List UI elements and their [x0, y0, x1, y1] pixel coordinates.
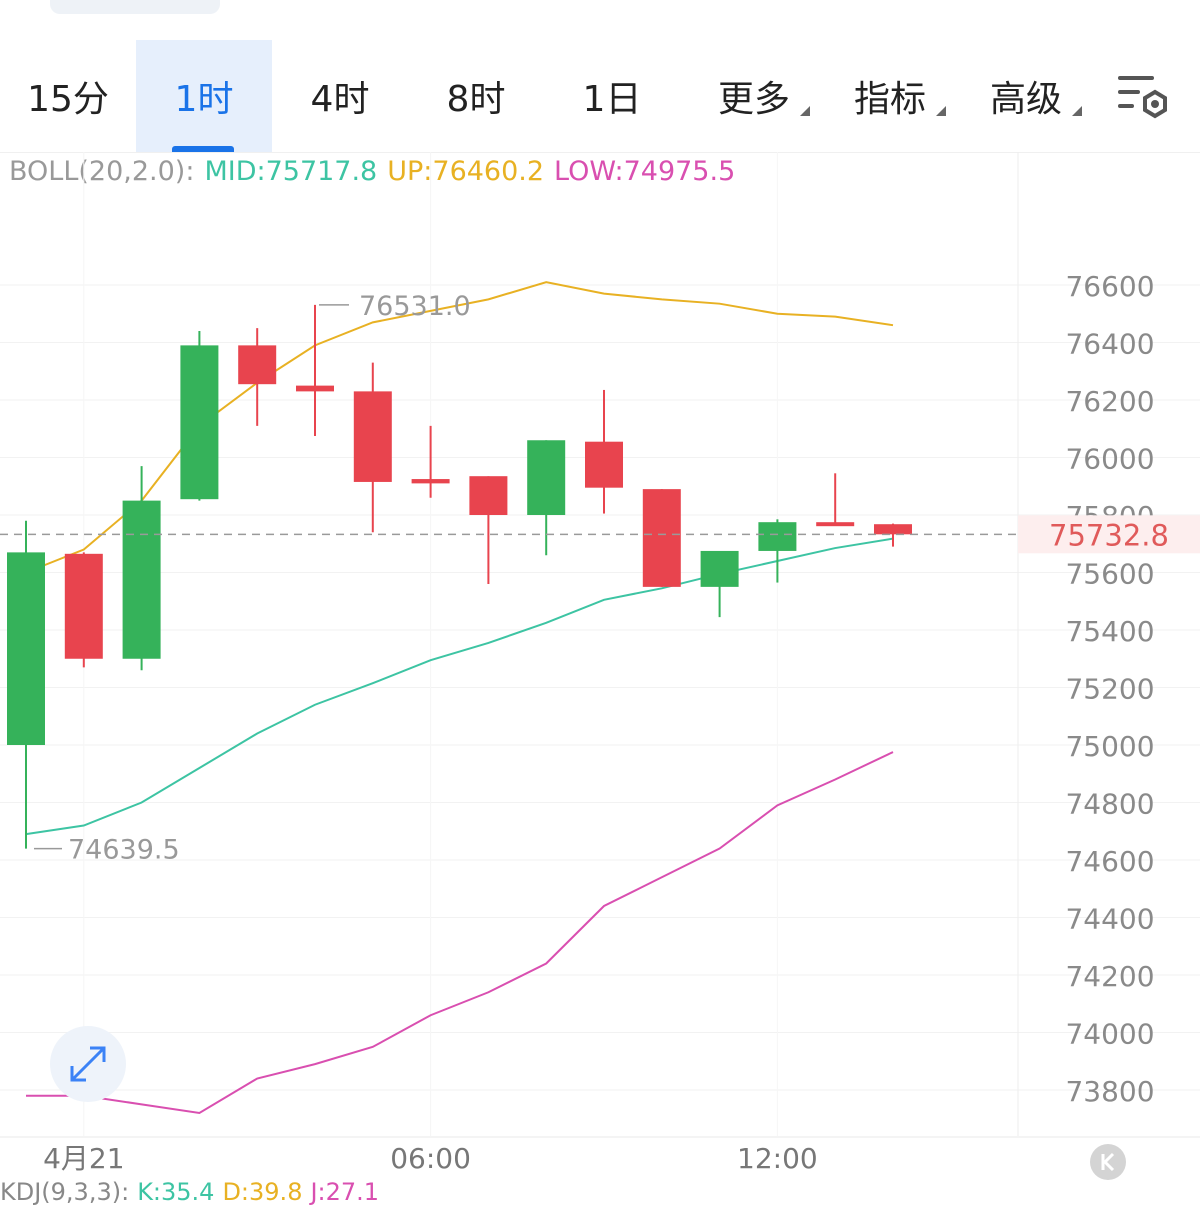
- active-tab-indicator: [172, 146, 234, 152]
- tab-1h[interactable]: 1时: [136, 40, 272, 152]
- y-tick-label: 74000: [1065, 1018, 1154, 1051]
- top-header-remnant: [0, 0, 1200, 22]
- tab-indicators[interactable]: 指标: [836, 40, 946, 152]
- kdj-d: D:39.8: [222, 1178, 303, 1206]
- y-tick-label: 74800: [1065, 788, 1154, 821]
- x-tick-label: 12:00: [737, 1142, 818, 1175]
- candle-body: [700, 550, 739, 587]
- tab-label: 指标: [853, 79, 926, 120]
- y-tick-label: 74600: [1065, 845, 1154, 878]
- candle-body: [238, 345, 277, 385]
- boll-up-line: [25, 281, 894, 574]
- kdj-label: KDJ(9,3,3):: [0, 1178, 130, 1206]
- kline-scroll-button[interactable]: [1090, 1144, 1126, 1180]
- dropdown-caret-icon: [800, 106, 810, 116]
- tab-advanced[interactable]: 高级: [972, 40, 1082, 152]
- tab-1d[interactable]: 1日: [544, 40, 680, 152]
- tab-4h[interactable]: 4时: [272, 40, 408, 152]
- y-tick-label: 76200: [1065, 385, 1154, 418]
- candle-body: [642, 489, 681, 587]
- candle-body: [469, 476, 508, 515]
- k-icon: [1101, 1152, 1115, 1172]
- candle-body: [64, 553, 103, 659]
- top-pill: [50, 0, 220, 14]
- candle-body: [527, 440, 566, 515]
- min-price-label: 74639.5: [68, 835, 180, 866]
- kdj-k: K:35.4: [137, 1178, 215, 1206]
- y-tick-label: 74200: [1065, 960, 1154, 993]
- boll-label: BOLL(20,2.0):: [9, 156, 195, 187]
- boll-mid: MID:75717.8: [204, 156, 378, 187]
- y-tick-label: 75000: [1065, 730, 1154, 763]
- y-tick-label: 76600: [1065, 270, 1154, 303]
- boll-mid-line: [25, 537, 894, 836]
- tab-15min[interactable]: 15分: [0, 40, 136, 152]
- tab-more[interactable]: 更多: [700, 40, 810, 152]
- dropdown-caret-icon: [1072, 106, 1082, 116]
- boll-up: UP:76460.2: [387, 156, 545, 187]
- candle-body: [122, 500, 161, 659]
- tab-label: 15分: [27, 79, 109, 120]
- x-tick-label: 06:00: [390, 1142, 471, 1175]
- candle-body: [296, 385, 334, 392]
- candle-body: [816, 522, 855, 527]
- y-tick-label: 73800: [1065, 1075, 1154, 1108]
- candle-body: [7, 552, 45, 745]
- chart-settings-icon[interactable]: [1112, 72, 1174, 122]
- y-tick-label: 75200: [1065, 673, 1154, 706]
- expand-icon: [70, 1046, 106, 1082]
- candle-body: [411, 479, 450, 484]
- tab-label: 高级: [989, 79, 1062, 120]
- dropdown-caret-icon: [936, 106, 946, 116]
- tab-label: 4时: [310, 79, 370, 120]
- max-price-label: 76531.0: [359, 291, 471, 322]
- tab-label: 更多: [717, 79, 790, 120]
- y-tick-label: 74400: [1065, 903, 1154, 936]
- last-price-label: 75732.8: [1049, 518, 1169, 552]
- candle-body: [585, 441, 623, 488]
- candle-body: [353, 391, 392, 482]
- last-price-badge: [1018, 515, 1200, 554]
- tab-label: 1时: [174, 79, 234, 120]
- expand-chart-button[interactable]: [50, 1026, 126, 1102]
- tab-8h[interactable]: 8时: [408, 40, 544, 152]
- y-tick-label: 76400: [1065, 328, 1154, 361]
- x-tick-label: 4月21: [43, 1142, 124, 1175]
- tab-label: 8时: [446, 79, 506, 120]
- boll-low: LOW:74975.5: [554, 156, 736, 187]
- y-tick-label: 75600: [1065, 558, 1154, 591]
- kdj-j: J:27.1: [310, 1178, 380, 1206]
- timeframe-tabs: 15分 1时 4时 8时 1日 更多 指标 高级: [0, 40, 1200, 153]
- kdj-legend: KDJ(9,3,3): K:35.4 D:39.8 J:27.1: [0, 1178, 387, 1206]
- candle-body: [874, 524, 912, 535]
- candle-body: [758, 522, 797, 551]
- y-tick-label: 75400: [1065, 615, 1154, 648]
- boll-legend: BOLL(20,2.0): MID:75717.8 UP:76460.2 LOW:74…: [9, 156, 745, 187]
- y-tick-label: 76000: [1065, 443, 1154, 476]
- tab-label: 1日: [582, 79, 642, 120]
- boll-low-line: [26, 751, 894, 1115]
- candle-body: [180, 345, 219, 500]
